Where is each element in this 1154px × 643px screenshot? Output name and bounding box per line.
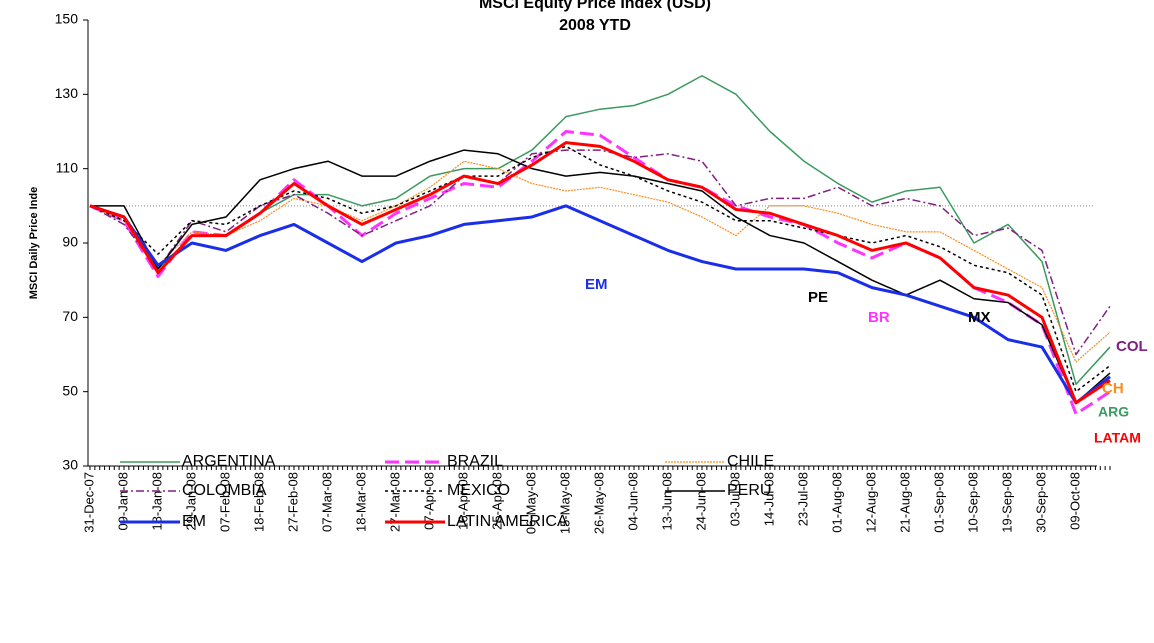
legend-label: ARGENTINA (182, 453, 276, 470)
x-tick-label: 13-Jun-08 (659, 472, 674, 531)
series-line (89, 149, 1111, 356)
annotation: MX (968, 309, 991, 326)
x-tick-label: 29-Jan-08 (183, 472, 198, 531)
x-tick-label: 09-Jan-08 (115, 472, 130, 531)
x-tick-label: 21-Aug-08 (897, 472, 912, 533)
x-tick-label: 27-Mar-08 (387, 472, 402, 532)
legend-label: PERU (727, 482, 771, 499)
x-tick-label: 27-Feb-08 (285, 472, 300, 532)
x-tick-label: 04-Jun-08 (625, 472, 640, 531)
x-tick-label: 07-Mar-08 (319, 472, 334, 532)
x-tick-label: 31-Dec-07 (81, 472, 96, 533)
legend-label: CHILE (727, 453, 774, 470)
y-tick-label: 90 (62, 234, 78, 250)
x-tick-label: 07-Apr-08 (421, 472, 436, 530)
legend-label: LATIN AMERICA (447, 513, 568, 530)
chart-subtitle: 2008 YTD (559, 17, 631, 34)
series-line (89, 75, 1111, 385)
legend-label: COLOMBIA (182, 482, 267, 499)
y-tick-label: 30 (62, 457, 78, 473)
x-tick-label: 01-Sep-08 (931, 472, 946, 533)
x-tick-label: 19-Sep-08 (999, 472, 1014, 533)
annotation: EM (585, 276, 608, 293)
x-tick-label: 01-Aug-08 (829, 472, 844, 533)
x-tick-label: 10-Sep-08 (965, 472, 980, 533)
legend-label: MEXICO (447, 482, 510, 499)
series-line (89, 160, 1111, 363)
y-tick-label: 70 (62, 308, 78, 324)
x-tick-label: 15-May-08 (557, 472, 572, 534)
x-tick-label: 09-Oct-08 (1067, 472, 1082, 530)
x-tick-label: 18-Feb-08 (251, 472, 266, 532)
annotation: PE (808, 289, 828, 306)
series-line (90, 149, 1111, 404)
annotation: BR (868, 309, 890, 326)
annotation: LATAM (1094, 430, 1141, 446)
x-tick-label: 16-Apr-08 (455, 472, 470, 530)
y-tick-label: 110 (56, 159, 79, 175)
annotation: CH (1102, 380, 1124, 397)
series-line (89, 141, 1111, 405)
series-line (89, 145, 1111, 393)
x-tick-label: 03-Jul-08 (727, 472, 742, 526)
x-tick-label: 18-Mar-08 (353, 472, 368, 532)
annotation: COL (1116, 338, 1148, 355)
x-tick-label: 26-May-08 (591, 472, 606, 534)
x-tick-label: 07-Feb-08 (217, 472, 232, 532)
annotation: ARG (1098, 404, 1129, 420)
x-tick-label: 18-Jan-08 (149, 472, 164, 531)
x-tick-label: 14-Jul-08 (761, 472, 776, 526)
y-axis-label: MSCI Daily Price Inde (28, 187, 40, 299)
x-tick-label: 24-Jun-08 (693, 472, 708, 531)
x-tick-label: 23-Jul-08 (795, 472, 810, 526)
legend-label: EM (182, 513, 206, 530)
y-tick-label: 50 (62, 382, 78, 398)
x-tick-label: 06-May-08 (523, 472, 538, 534)
x-tick-label: 30-Sep-08 (1033, 472, 1048, 533)
legend-label: BRAZIL (447, 453, 503, 470)
x-tick-label: 12-Aug-08 (863, 472, 878, 533)
y-tick-label: 130 (55, 85, 79, 101)
chart-title: MSCI Equity Price Index (USD) (479, 0, 711, 12)
y-tick-label: 150 (55, 11, 79, 27)
x-tick-label: 25-Apr-08 (489, 472, 504, 530)
series-line (89, 204, 1111, 405)
